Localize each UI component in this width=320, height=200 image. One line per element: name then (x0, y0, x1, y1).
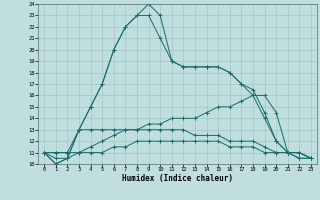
X-axis label: Humidex (Indice chaleur): Humidex (Indice chaleur) (122, 174, 233, 183)
